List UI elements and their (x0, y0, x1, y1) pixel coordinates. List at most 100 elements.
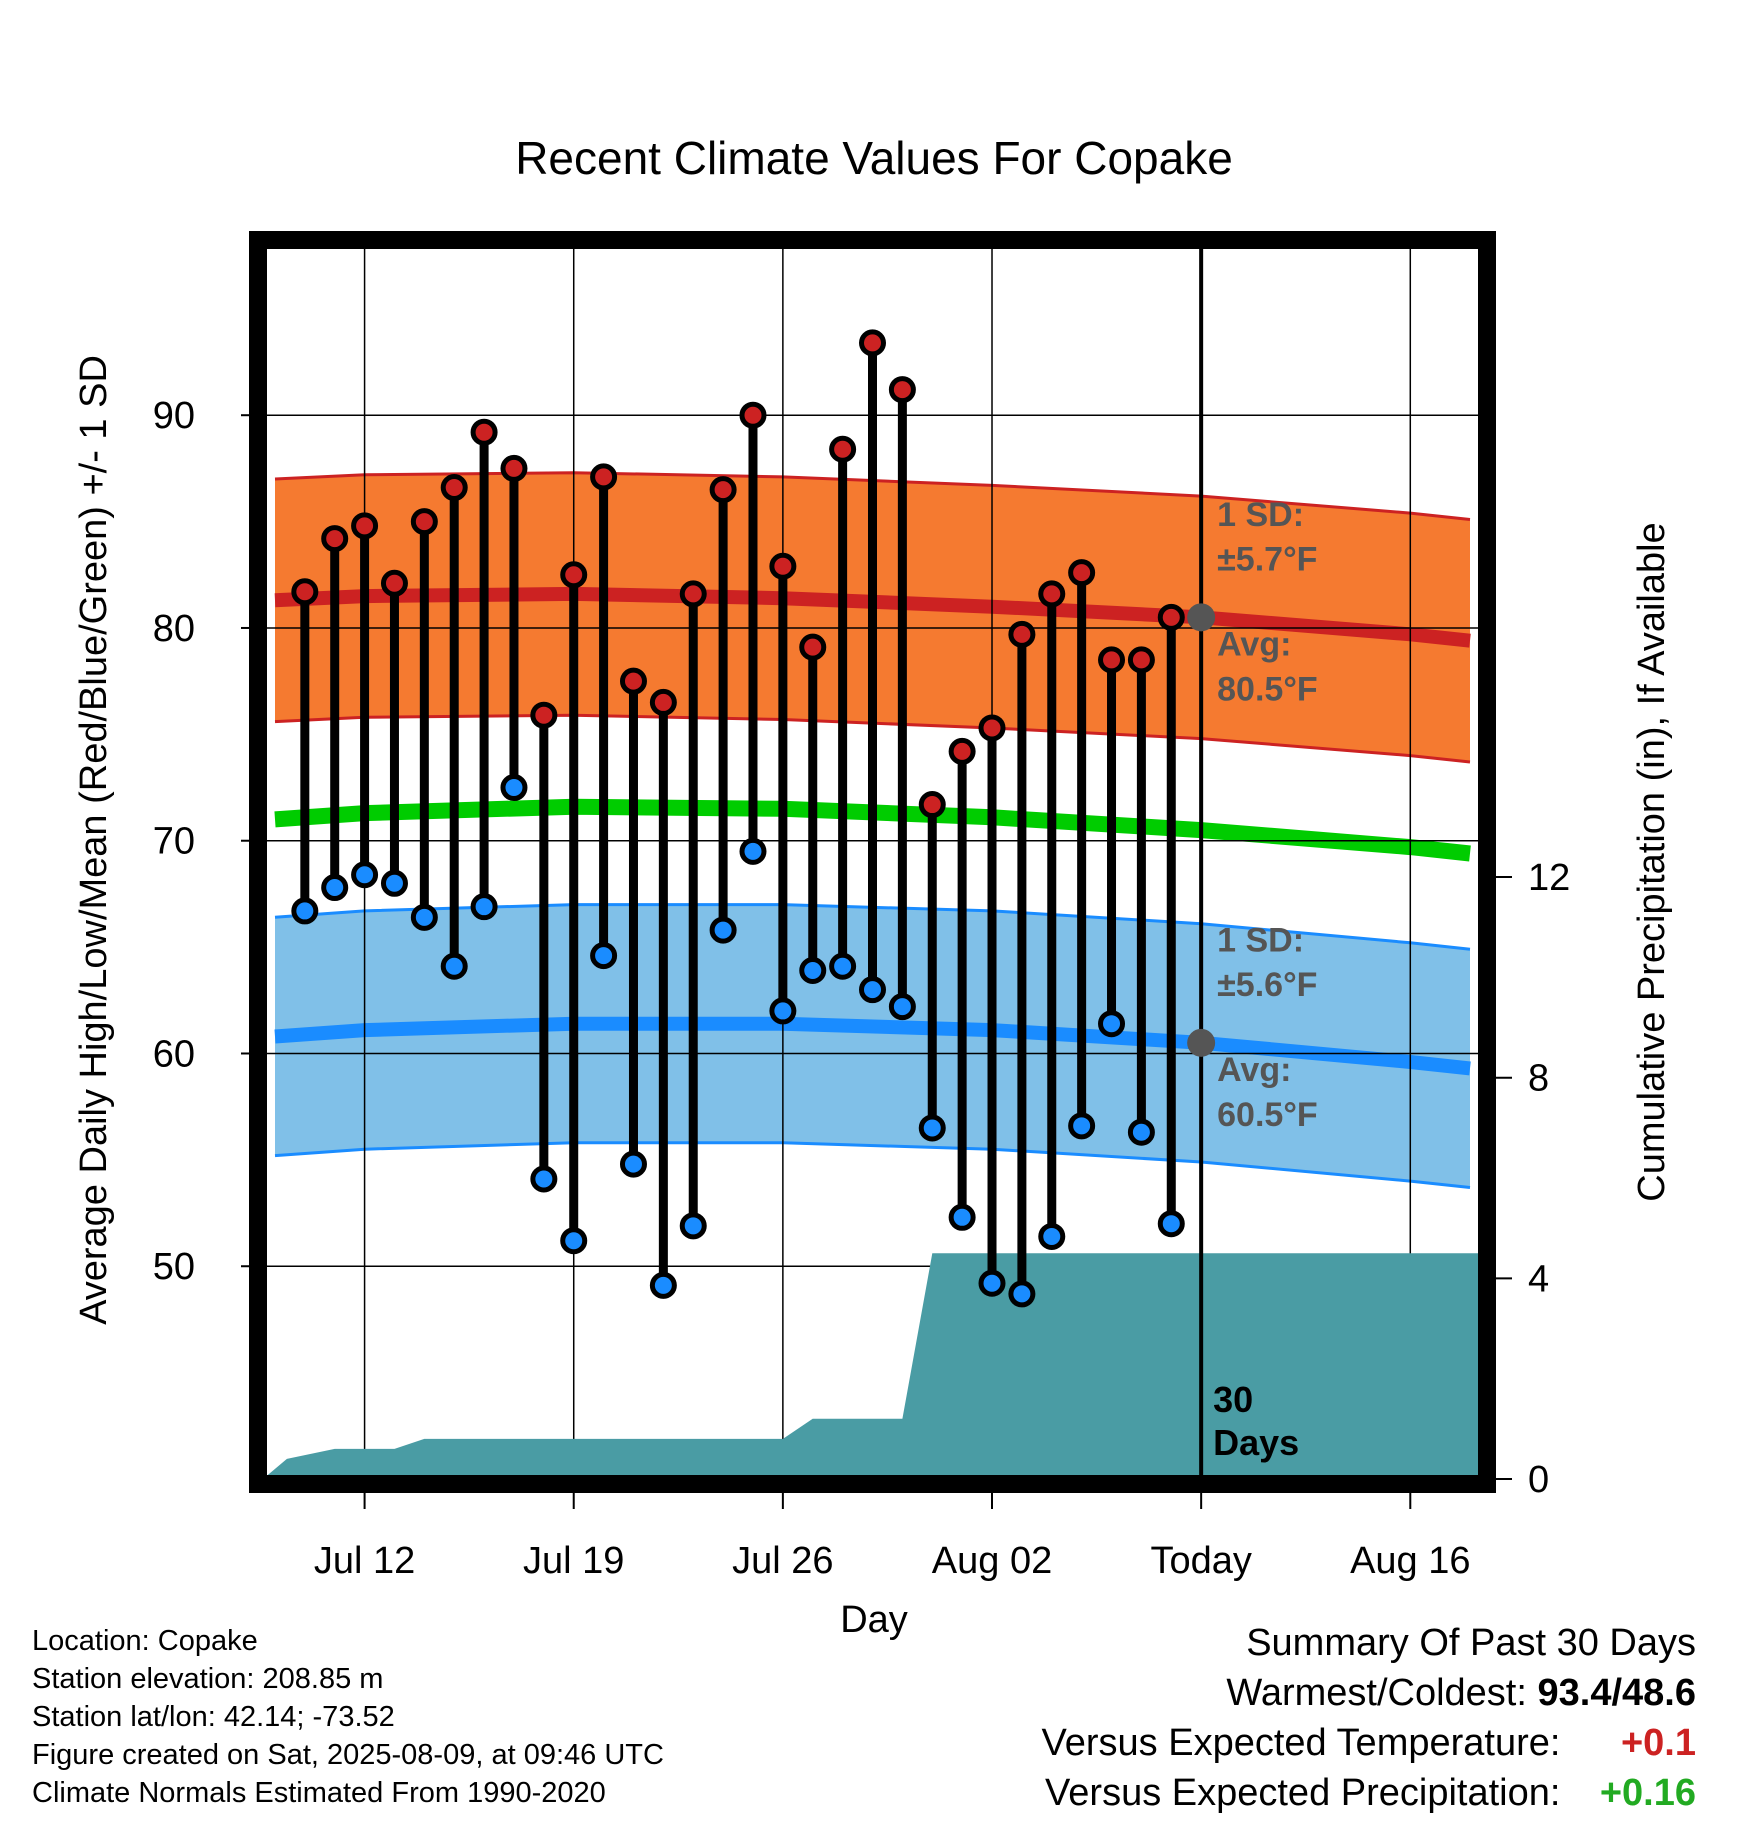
summary-temp: Versus Expected Temperature: +0.1 (1042, 1722, 1696, 1765)
chart-title: Recent Climate Values For Copake (515, 132, 1233, 184)
y2-tick-label: 0 (1528, 1459, 1549, 1501)
mean-normal-line (274, 798, 1471, 862)
daily-high-point (709, 476, 737, 504)
daily-low-point (829, 952, 857, 980)
daily-high-point (619, 667, 647, 695)
daily-low-point (739, 837, 767, 865)
low-sd-value: ±5.6°F (1217, 966, 1317, 1004)
daily-high-point (679, 580, 707, 608)
info-location: Location: Copake (32, 1625, 258, 1657)
info-elevation: Station elevation: 208.85 m (32, 1663, 384, 1695)
x-tick-label: Aug 02 (932, 1540, 1052, 1582)
x-tick-label: Aug 16 (1350, 1540, 1470, 1582)
daily-low-point (918, 1114, 946, 1142)
daily-high-point (590, 463, 618, 491)
daily-low-point (619, 1150, 647, 1178)
coldest-value: 48.6 (1622, 1672, 1696, 1714)
window-label-number: 30 (1213, 1379, 1253, 1420)
summary-warm-cold: Warmest/Coldest: 93.4/48.6 (1226, 1672, 1696, 1715)
plot-frame (249, 231, 1496, 1493)
daily-high-point (1157, 603, 1185, 631)
x-tick-label: Jul 12 (314, 1540, 415, 1582)
y2-tick-label: 4 (1528, 1258, 1549, 1300)
daily-high-point (291, 578, 319, 606)
window-label-unit: Days (1213, 1422, 1299, 1463)
temp-value: +0.1 (1620, 1722, 1696, 1764)
low-normal-line (274, 1016, 1471, 1076)
station-info: Location: Copake Station elevation: 208.… (32, 1622, 664, 1812)
warm-cold-label: Warmest/Coldest: (1226, 1672, 1527, 1714)
daily-high-point (948, 737, 976, 765)
daily-high-point (739, 401, 767, 429)
daily-high-point (410, 508, 438, 536)
daily-high-point (321, 525, 349, 553)
daily-low-point (1098, 1010, 1126, 1038)
daily-high-point (380, 569, 408, 597)
x-axis-label: Day (840, 1599, 908, 1641)
plot-inner: 1 SD: ±5.7°F Avg: 80.5°F 1 SD: ±5.6°F Avg: 60.5… (263, 245, 1482, 1479)
x-tick-label: Today (1150, 1540, 1251, 1582)
high-sd-upper-line (274, 471, 1471, 521)
low-avg-label: Avg: (1217, 1051, 1291, 1089)
today-low-avg-marker (1187, 1028, 1216, 1057)
info-created: Figure created on Sat, 2025-08-09, at 09… (32, 1739, 664, 1771)
daily-high-point (769, 552, 797, 580)
daily-low-point (1068, 1112, 1096, 1140)
daily-low-point (410, 903, 438, 931)
y2-tick-label: 8 (1528, 1058, 1549, 1100)
daily-low-point (321, 874, 349, 902)
daily-low-point (649, 1271, 677, 1299)
daily-high-point (918, 791, 946, 819)
precip-value: +0.16 (1599, 1772, 1696, 1814)
daily-high-point (888, 376, 916, 404)
high-avg-value: 80.5°F (1217, 670, 1318, 708)
daily-low-point (351, 861, 379, 889)
axes: 50 60 70 80 90 0 4 8 12 Jul 12 Jul 19 Jul 26 Aug 02 T… (153, 307, 1570, 1582)
daily-high-point (470, 418, 498, 446)
summary-title: Summary Of Past 30 Days (1246, 1622, 1696, 1664)
daily-low-point (1127, 1118, 1155, 1146)
y-tick-label: 60 (153, 1033, 195, 1075)
y-tick-label: 80 (153, 608, 195, 650)
daily-high-point (1008, 620, 1036, 648)
y-axis-label: Average Daily High/Low/Mean (Red/Blue/Gr… (73, 355, 115, 1325)
daily-high-point (1068, 559, 1096, 587)
y2-tick-label: 12 (1528, 857, 1570, 899)
summary-precip: Versus Expected Precipitation: +0.16 (1045, 1772, 1696, 1815)
daily-low-point (1157, 1210, 1185, 1238)
y2-axis-label: Cumulative Precipitation (in), If Availa… (1631, 522, 1673, 1201)
x-tick-label: Jul 26 (732, 1540, 833, 1582)
high-sd-lower-line (274, 713, 1471, 764)
daily-low-point (590, 942, 618, 970)
temp-label: Versus Expected Temperature: (1041, 1722, 1561, 1764)
daily-low-point (679, 1212, 707, 1240)
y-tick-label: 70 (153, 821, 195, 863)
daily-high-point (1098, 646, 1126, 674)
daily-low-point (799, 957, 827, 985)
daily-high-point (859, 329, 886, 357)
daily-low-point (530, 1165, 558, 1193)
slash: / (1611, 1672, 1623, 1714)
daily-low-point (291, 897, 319, 925)
precip-label: Versus Expected Precipitation: (1045, 1772, 1561, 1814)
low-sd-label: 1 SD: (1217, 921, 1304, 959)
daily-high-point (351, 512, 379, 540)
daily-low-point (769, 997, 797, 1025)
daily-high-point (500, 454, 528, 482)
daily-low-point (560, 1227, 588, 1255)
daily-high-point (1127, 646, 1155, 674)
high-sd-label: 1 SD: (1217, 496, 1304, 534)
daily-high-point (799, 633, 827, 661)
daily-low-point (1038, 1222, 1066, 1250)
daily-high-point (440, 474, 468, 502)
daily-high-point (649, 688, 677, 716)
x-tick-label: Jul 19 (523, 1540, 624, 1582)
low-avg-value: 60.5°F (1217, 1096, 1318, 1134)
daily-low-point (948, 1203, 976, 1231)
daily-low-point (500, 774, 528, 802)
daily-low-point (978, 1269, 1006, 1297)
info-latlon: Station lat/lon: 42.14; -73.52 (32, 1701, 395, 1733)
y-tick-label: 90 (153, 395, 195, 437)
daily-low-point (1008, 1280, 1036, 1308)
